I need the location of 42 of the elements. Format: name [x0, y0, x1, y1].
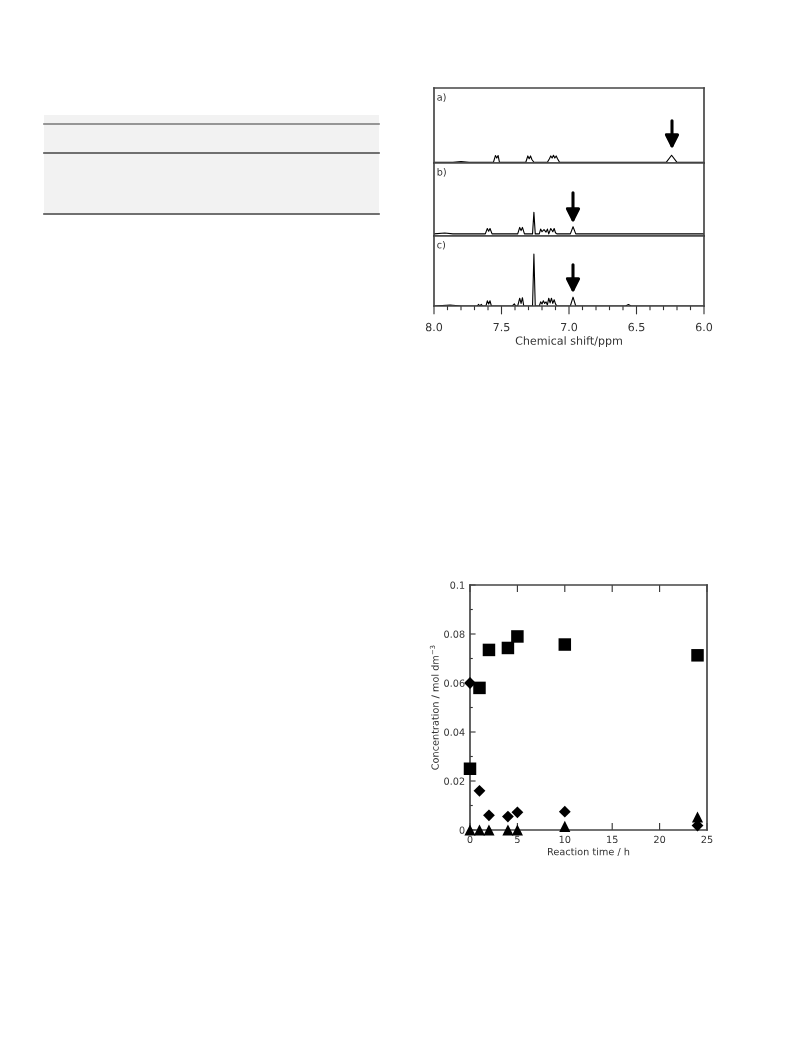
point — [558, 805, 571, 818]
point — [691, 649, 704, 662]
point — [502, 824, 514, 836]
x-tick-label: 5 — [515, 835, 520, 844]
point — [463, 762, 477, 775]
point — [559, 820, 571, 832]
point — [483, 824, 495, 836]
point — [502, 810, 514, 823]
text: b) — [437, 168, 446, 177]
point — [558, 638, 572, 651]
point — [482, 643, 496, 657]
point — [511, 806, 524, 819]
text: a) — [437, 93, 446, 102]
point — [473, 784, 486, 797]
y-axis-title: Concentration / mol dm$^{−3}$ — [429, 645, 440, 770]
point — [473, 681, 486, 695]
x-axis-title: Reaction time / h — [548, 847, 630, 857]
point — [691, 811, 704, 823]
point — [483, 809, 495, 822]
x-tick-label: 7.5 — [493, 323, 510, 332]
y-tick-label: 0.04 — [444, 728, 465, 736]
point — [511, 824, 523, 836]
x-tick-label: 10 — [559, 835, 571, 844]
y-tick-label: 0 — [459, 826, 465, 834]
x-axis-title: Chemical shift/ppm — [515, 336, 622, 347]
point — [464, 824, 476, 836]
x-tick-label: 15 — [607, 835, 618, 844]
x-tick-label: 20 — [654, 835, 666, 844]
y-tick-label: 0.08 — [444, 630, 465, 638]
x-tick-label: 8.0 — [425, 322, 443, 332]
y-tick-label: 0.06 — [444, 679, 465, 687]
text: c) — [437, 240, 445, 250]
x-tick-label: 6.5 — [628, 322, 645, 332]
point — [501, 641, 515, 655]
point — [473, 824, 486, 836]
point — [511, 630, 524, 643]
x-tick-label: 6.0 — [695, 322, 713, 332]
x-tick-label: 25 — [701, 835, 713, 844]
y-tick-label: 0.1 — [450, 581, 465, 589]
y-tick-label: 0.02 — [444, 777, 465, 785]
x-tick-label: 0 — [467, 835, 473, 844]
x-tick-label: 7.0 — [561, 322, 578, 332]
